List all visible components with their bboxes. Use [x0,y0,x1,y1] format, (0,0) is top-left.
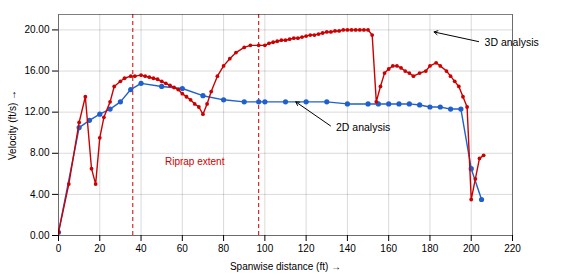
svg-text:220: 220 [504,243,521,254]
svg-text:80: 80 [218,243,230,254]
svg-text:8.00: 8.00 [30,147,50,158]
svg-text:40: 40 [135,243,147,254]
svg-text:12.00: 12.00 [24,106,49,117]
svg-text:4.00: 4.00 [30,189,50,200]
svg-text:0.00: 0.00 [30,230,50,241]
svg-text:Velocity (ft/s) →: Velocity (ft/s) → [7,90,18,160]
svg-text:60: 60 [177,243,189,254]
svg-text:16.00: 16.00 [24,65,49,76]
svg-text:200: 200 [463,243,480,254]
svg-text:2D analysis: 2D analysis [336,121,390,133]
svg-text:140: 140 [339,243,356,254]
svg-text:120: 120 [298,243,315,254]
svg-text:Riprap extent: Riprap extent [165,156,225,167]
svg-text:20: 20 [94,243,106,254]
svg-text:20.00: 20.00 [24,24,49,35]
svg-text:Spanwise distance (ft) →: Spanwise distance (ft) → [230,261,341,272]
svg-text:180: 180 [422,243,439,254]
svg-text:100: 100 [257,243,274,254]
svg-text:3D analysis: 3D analysis [485,36,539,48]
svg-text:160: 160 [380,243,397,254]
svg-text:0: 0 [56,243,62,254]
